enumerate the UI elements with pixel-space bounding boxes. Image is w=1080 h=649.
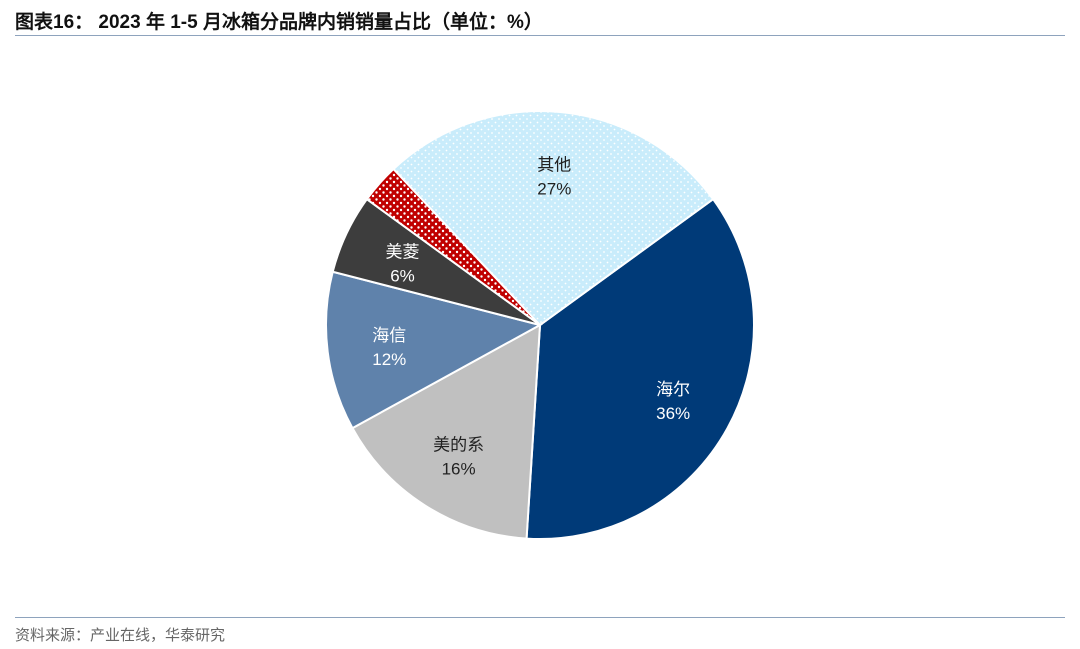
slice-name-label: 其他 bbox=[537, 156, 571, 175]
slice-name-label: 海信 bbox=[372, 326, 406, 345]
slice-value-label: 12% bbox=[372, 350, 406, 369]
pie-chart: 海尔 36% 美的系 16% 海信 12% 美菱 6% 其他 27% bbox=[325, 110, 755, 540]
slice-value-label: 27% bbox=[537, 180, 571, 199]
pie-slice-海尔 bbox=[525, 197, 755, 540]
slice-name-label: 美的系 bbox=[433, 435, 484, 454]
chart-title: 图表16： 2023 年 1-5 月冰箱分品牌内销销量占比（单位：%） bbox=[15, 12, 543, 33]
slice-name-label: 海尔 bbox=[656, 380, 690, 399]
slice-value-label: 6% bbox=[390, 266, 415, 285]
title-divider bbox=[15, 35, 1065, 36]
slice-name-label: 美菱 bbox=[386, 242, 420, 261]
pie-slice-海信 bbox=[325, 270, 543, 430]
slice-value-label: 16% bbox=[442, 459, 476, 478]
pie-slice-美的系 bbox=[351, 323, 542, 540]
slice-value-label: 36% bbox=[656, 404, 690, 423]
footer-divider bbox=[15, 617, 1065, 618]
pie-slice-其他 bbox=[392, 110, 715, 327]
source-note: 资料来源：产业在线，华泰研究 bbox=[15, 627, 226, 644]
